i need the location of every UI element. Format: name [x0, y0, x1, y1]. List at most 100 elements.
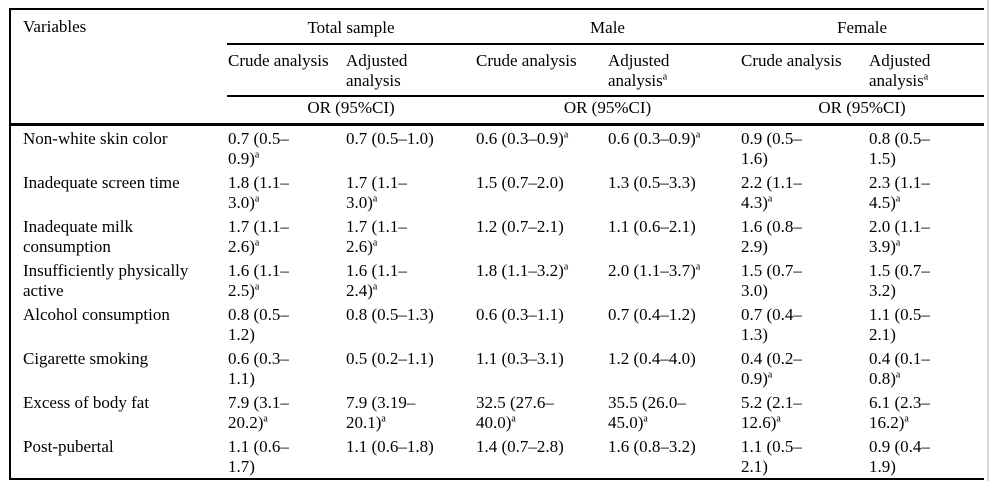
value-cell: 1.1 (0.6–1.7): [228, 436, 289, 476]
footnote-marker: a: [254, 236, 260, 248]
table-row: Alcohol consumption 0.8 (0.5–1.2) 0.8 (0.5…: [10, 302, 984, 346]
table-row: Excess of body fat 7.9 (3.1–20.2)a 7.9 (3.…: [10, 390, 984, 434]
value-cell: 2.2 (1.1–4.3)a: [741, 172, 802, 212]
value-cell: 0.7 (0.5–0.9)a: [228, 128, 289, 168]
value-cell: 32.5 (27.6–40.0)a: [476, 392, 554, 432]
value-cell: 1.7 (1.1–2.6)a: [346, 216, 407, 256]
footnote-marker: a: [372, 192, 378, 204]
value-cell: 0.6 (0.3–0.9)a: [476, 128, 569, 148]
table-row: Insufficiently physically active 1.6 (1.1…: [10, 258, 984, 302]
value-cell: 1.4 (0.7–2.8): [476, 436, 564, 456]
value-cell: 1.3 (0.5–3.3): [608, 172, 696, 192]
value-cell: 1.2 (0.7–2.1): [476, 216, 564, 236]
or-ci-header-male: OR (95%CI): [563, 98, 652, 118]
footnote-marker: a: [254, 192, 260, 204]
value-cell: 1.2 (0.4–4.0): [608, 348, 696, 368]
variable-cell: Inadequate milk consumption: [23, 216, 133, 256]
table-body: Non-white skin color 0.7 (0.5–0.9)a 0.7 (0…: [10, 124, 984, 479]
value-cell: 1.1 (0.6–2.1): [608, 216, 696, 236]
value-cell: 0.5 (0.2–1.1): [346, 348, 434, 368]
footnote-marker: a: [372, 280, 378, 292]
value-cell: 1.8 (1.1–3.2)a: [476, 260, 569, 280]
group-header-male: Male: [475, 9, 740, 45]
footnote-marker: a: [895, 192, 901, 204]
odds-ratio-table: Variables Total sample Male Female Crude…: [9, 8, 985, 480]
value-cell: 7.9 (3.19–20.1)a: [346, 392, 416, 432]
footnote-marker: a: [767, 192, 773, 204]
footnote-marker: a: [895, 236, 901, 248]
value-cell: 2.0 (1.1–3.9)a: [869, 216, 930, 256]
value-cell: 0.8 (0.5–1.2): [228, 304, 289, 344]
variable-cell: Cigarette smoking: [23, 348, 149, 368]
value-cell: 5.2 (2.1–12.6)a: [741, 392, 802, 432]
value-cell: 2.3 (1.1–4.5)a: [869, 172, 930, 212]
value-cell: 1.6 (1.1–2.5)a: [228, 260, 289, 300]
variable-cell: Non-white skin color: [23, 128, 168, 148]
footnote-marker: a: [767, 368, 773, 380]
value-cell: 1.5 (0.7–3.0): [741, 260, 802, 300]
variable-cell: Inadequate screen time: [23, 172, 180, 192]
total-adjusted-header: Adjusted analysis: [345, 44, 475, 97]
analysis-header-row: Crude analysis Adjusted analysis Crude a…: [10, 44, 985, 97]
footnote-marker: a: [563, 260, 569, 272]
value-cell: 0.8 (0.5–1.3): [346, 304, 434, 324]
or-ci-header-total: OR (95%CI): [307, 98, 395, 118]
footnote-marker: a: [695, 128, 701, 140]
male-crude-header: Crude analysis: [475, 44, 607, 97]
table-row: Cigarette smoking 0.6 (0.3–1.1) 0.5 (0.2–1…: [10, 346, 984, 390]
value-cell: 0.7 (0.4–1.3): [741, 304, 802, 344]
footnote-marker: a: [695, 260, 701, 272]
value-cell: 1.5 (0.7–3.2): [869, 260, 930, 300]
variable-cell: Insufficiently physically active: [23, 260, 189, 300]
value-cell: 35.5 (26.0–45.0)a: [608, 392, 686, 432]
value-cell: 1.8 (1.1–3.0)a: [228, 172, 289, 212]
total-adjusted-label: Adjusted analysis: [346, 51, 408, 90]
value-cell: 1.1 (0.5–2.1): [741, 436, 802, 476]
table-row: Inadequate milk consumption 1.7 (1.1–2.6)…: [10, 214, 984, 258]
table-row: Non-white skin color 0.7 (0.5–0.9)a 0.7 (0…: [10, 124, 984, 170]
total-crude-header: Crude analysis: [227, 44, 345, 97]
footnote-marker: a: [563, 128, 569, 140]
female-crude-header: Crude analysis: [740, 44, 868, 97]
value-cell: 1.6 (1.1–2.4)a: [346, 260, 407, 300]
variable-cell: Excess of body fat: [23, 392, 150, 412]
footnote-marker: a: [662, 71, 668, 83]
variable-cell: Post-pubertal: [23, 436, 114, 456]
value-cell: 1.1 (0.6–1.8): [346, 436, 434, 456]
table-row: Post-pubertal 1.1 (0.6–1.7) 1.1 (0.6–1.8) 1…: [10, 434, 984, 479]
variables-column-header: Variables: [23, 17, 87, 36]
value-cell: 1.1 (0.3–3.1): [476, 348, 564, 368]
footnote-marker: a: [263, 412, 268, 424]
variable-cell: Alcohol consumption: [23, 304, 170, 324]
value-cell: 1.7 (1.1–3.0)a: [346, 172, 407, 212]
value-cell: 0.9 (0.5–1.6): [741, 128, 802, 168]
value-cell: 0.8 (0.5–1.5): [869, 128, 930, 168]
value-cell: 1.7 (1.1–2.6)a: [228, 216, 289, 256]
value-cell: 0.7 (0.4–1.2): [608, 304, 696, 324]
value-cell: 1.6 (0.8–3.2): [608, 436, 696, 456]
footnote-marker: a: [254, 148, 260, 160]
value-cell: 6.1 (2.3–16.2)a: [869, 392, 930, 432]
or-ci-header-row: OR (95%CI) OR (95%CI) OR (95%CI): [10, 96, 984, 124]
page-edge-line: [987, 0, 989, 481]
value-cell: 0.4 (0.2–0.9)a: [741, 348, 802, 388]
footnote-marker: a: [904, 412, 909, 424]
table-header: Variables Total sample Male Female Crude…: [10, 9, 985, 124]
value-cell: 0.6 (0.3–1.1): [476, 304, 564, 324]
female-adjusted-label: Adjusted analysis: [869, 51, 931, 90]
male-adjusted-header: Adjusted analysisa: [607, 44, 740, 97]
value-cell: 7.9 (3.1–20.2)a: [228, 392, 289, 432]
footnote-marker: a: [511, 412, 516, 424]
footnote-marker: a: [372, 236, 378, 248]
or-ci-header-female: OR (95%CI): [818, 98, 906, 118]
table-row: Inadequate screen time 1.8 (1.1–3.0)a 1.7 …: [10, 170, 984, 214]
footnote-marker: a: [776, 412, 781, 424]
footnote-marker: a: [381, 412, 386, 424]
value-cell: 1.1 (0.5–2.1): [869, 304, 930, 344]
footnote-marker: a: [923, 71, 929, 83]
male-adjusted-label: Adjusted analysis: [608, 51, 670, 90]
female-adjusted-header: Adjusted analysisa: [868, 44, 985, 97]
value-cell: 2.0 (1.1–3.7)a: [608, 260, 701, 280]
footnote-marker: a: [895, 368, 901, 380]
footnote-marker: a: [254, 280, 260, 292]
